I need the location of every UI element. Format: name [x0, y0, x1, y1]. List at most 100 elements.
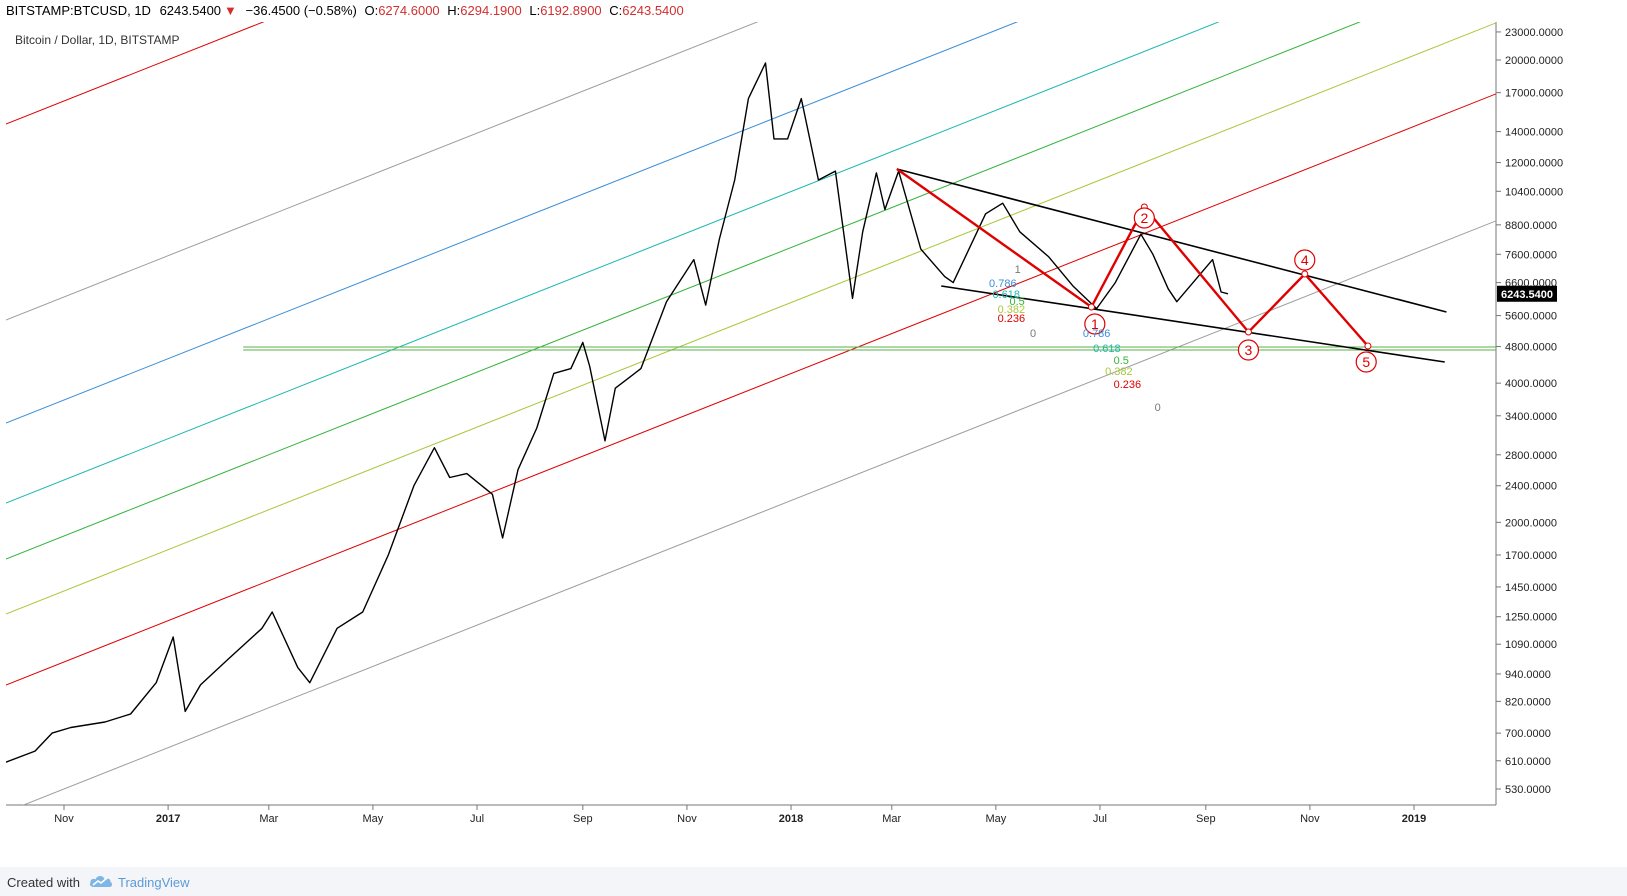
y-tick-label: 1450.0000 [1505, 582, 1557, 594]
y-tick-label: 2000.0000 [1505, 517, 1557, 529]
fib-label-upper: 0 [1030, 328, 1036, 340]
chart-title: Bitcoin / Dollar, 1D, BITSTAMP [15, 33, 180, 47]
high-label: H: [447, 3, 461, 18]
fib-label-lower: 0.5 [1114, 355, 1129, 367]
close-value: 6243.5400 [622, 3, 684, 18]
chart-area[interactable]: 23000.0000 20000.0000 17000.0000 14000.0000… [0, 22, 1627, 867]
created-with-label: Created with [7, 875, 80, 890]
close-label: C: [609, 3, 623, 18]
open-label: O: [364, 3, 379, 18]
wave-zigzag[interactable] [896, 168, 1369, 347]
y-tick-label: 5600.0000 [1505, 311, 1557, 323]
current-price-label: 6243.5400 [1501, 289, 1553, 301]
fib-label-lower: 0.786 [1083, 328, 1111, 340]
x-tick-label: Sep [1196, 813, 1216, 825]
fib-label-lower: 0 [1155, 402, 1161, 414]
symbol-label[interactable]: BITSTAMP:BTCUSD, 1D [6, 3, 151, 18]
x-tick-label: Mar [882, 813, 901, 825]
tradingview-brand[interactable]: TradingView [118, 875, 190, 890]
wave-label-circle [1355, 351, 1377, 373]
y-tick-label: 940.0000 [1505, 669, 1551, 681]
wave-label: 2 [1140, 210, 1148, 226]
wave-label-circle [1133, 207, 1155, 229]
x-tick-label: Mar [259, 813, 278, 825]
footer-bar: Created with TradingView [0, 867, 1627, 896]
wave-node [1364, 342, 1372, 350]
channel-line-0382 [6, 22, 1496, 615]
price-change: −36.4500 (−0.58%) [245, 3, 357, 18]
x-tick-label: Nov [1300, 813, 1320, 825]
y-tick-label: 12000.0000 [1505, 158, 1563, 170]
y-tick-label: 3400.0000 [1505, 411, 1557, 423]
x-tick-label: Jul [470, 813, 484, 825]
fib-label-upper: 0.382 [998, 304, 1026, 316]
symbol-header: BITSTAMP:BTCUSD, 1D 6243.5400 ▼ −36.4500 … [0, 0, 1627, 22]
support-trendline [941, 285, 1445, 363]
chart-canvas[interactable]: 23000.000020000.000017000.000014000.0000… [0, 22, 1627, 867]
y-tick-label: 700.0000 [1505, 728, 1551, 740]
wave-label: 4 [1301, 252, 1309, 268]
current-price-tag [1497, 285, 1557, 302]
price-line[interactable] [1, 62, 1229, 764]
y-tick-label: 4000.0000 [1505, 378, 1557, 390]
fib-label-upper: 0.786 [989, 278, 1017, 290]
fib-label-lower: 0.618 [1093, 343, 1121, 355]
fib-label-upper: 0.5 [1010, 296, 1025, 308]
channel-line-0618 [6, 22, 1220, 504]
fib-label-upper: 0.618 [992, 289, 1020, 301]
down-arrow-icon: ▼ [224, 3, 237, 18]
y-tick-label: 8800.0000 [1505, 220, 1557, 232]
low-value: 6192.8900 [540, 3, 602, 18]
y-tick-label: 4800.0000 [1505, 342, 1557, 354]
y-tick-label: 610.0000 [1505, 756, 1551, 768]
wave-label: 1 [1091, 316, 1099, 332]
x-tick-label: Nov [677, 813, 697, 825]
x-tick-label: May [985, 813, 1006, 825]
tradingview-cloud-icon[interactable] [88, 873, 114, 889]
fib-label-lower: 0.236 [1114, 379, 1142, 391]
wave-label-circle [1237, 339, 1260, 361]
open-value: 6274.6000 [378, 3, 440, 18]
y-tick-label: 820.0000 [1505, 696, 1551, 708]
plot-background [6, 22, 1496, 805]
y-tick-label: 1090.0000 [1505, 639, 1557, 651]
channel-line-0236 [6, 93, 1496, 686]
y-tick-label: 7600.0000 [1505, 249, 1557, 261]
y-tick-label: 14000.0000 [1505, 127, 1563, 139]
wave-node [1244, 328, 1252, 336]
x-tick-label: 2019 [1402, 813, 1426, 825]
y-tick-label: 1700.0000 [1505, 550, 1557, 562]
y-tick-label: 2800.0000 [1505, 450, 1557, 462]
wave-label-circle [1084, 313, 1106, 335]
fib-label-lower: 0.382 [1105, 366, 1133, 378]
y-tick-label: 530.0000 [1505, 784, 1551, 796]
x-tick-label: 2018 [779, 813, 803, 825]
price-axis[interactable]: 23000.0000 20000.0000 17000.0000 14000.0000… [1496, 27, 1563, 796]
high-value: 6294.1900 [460, 3, 522, 18]
wave-label-circle [1294, 249, 1316, 271]
x-tick-label: Jul [1093, 813, 1107, 825]
wave-label: 5 [1362, 354, 1370, 370]
x-tick-label: Sep [573, 813, 593, 825]
time-axis[interactable]: Nov 2017 Mar May Jul Sep Nov 2018 Mar May Jul Sep No… [54, 805, 1426, 825]
last-price: 6243.5400 [159, 3, 222, 18]
x-tick-label: Nov [54, 813, 74, 825]
y-tick-label: 1250.0000 [1505, 612, 1557, 624]
fib-label-upper: 1 [1015, 264, 1021, 276]
x-tick-label: May [363, 813, 384, 825]
wave-node [1087, 303, 1095, 311]
channel-line-1 [6, 22, 759, 321]
channel-line-05 [6, 22, 1361, 560]
y-tick-label: 20000.0000 [1505, 55, 1563, 67]
x-tick-label: 2017 [156, 813, 180, 825]
low-label: L: [529, 3, 541, 18]
channel-line-0786 [6, 22, 1019, 424]
y-tick-label: 10400.0000 [1505, 186, 1563, 198]
wave-label: 3 [1245, 342, 1253, 358]
y-tick-label: 23000.0000 [1505, 27, 1563, 39]
horizontal-support [243, 346, 1496, 351]
fib-label-upper: 0.236 [998, 313, 1026, 325]
y-tick-label: 17000.0000 [1505, 88, 1563, 100]
channel-line-0 [22, 220, 1496, 805]
